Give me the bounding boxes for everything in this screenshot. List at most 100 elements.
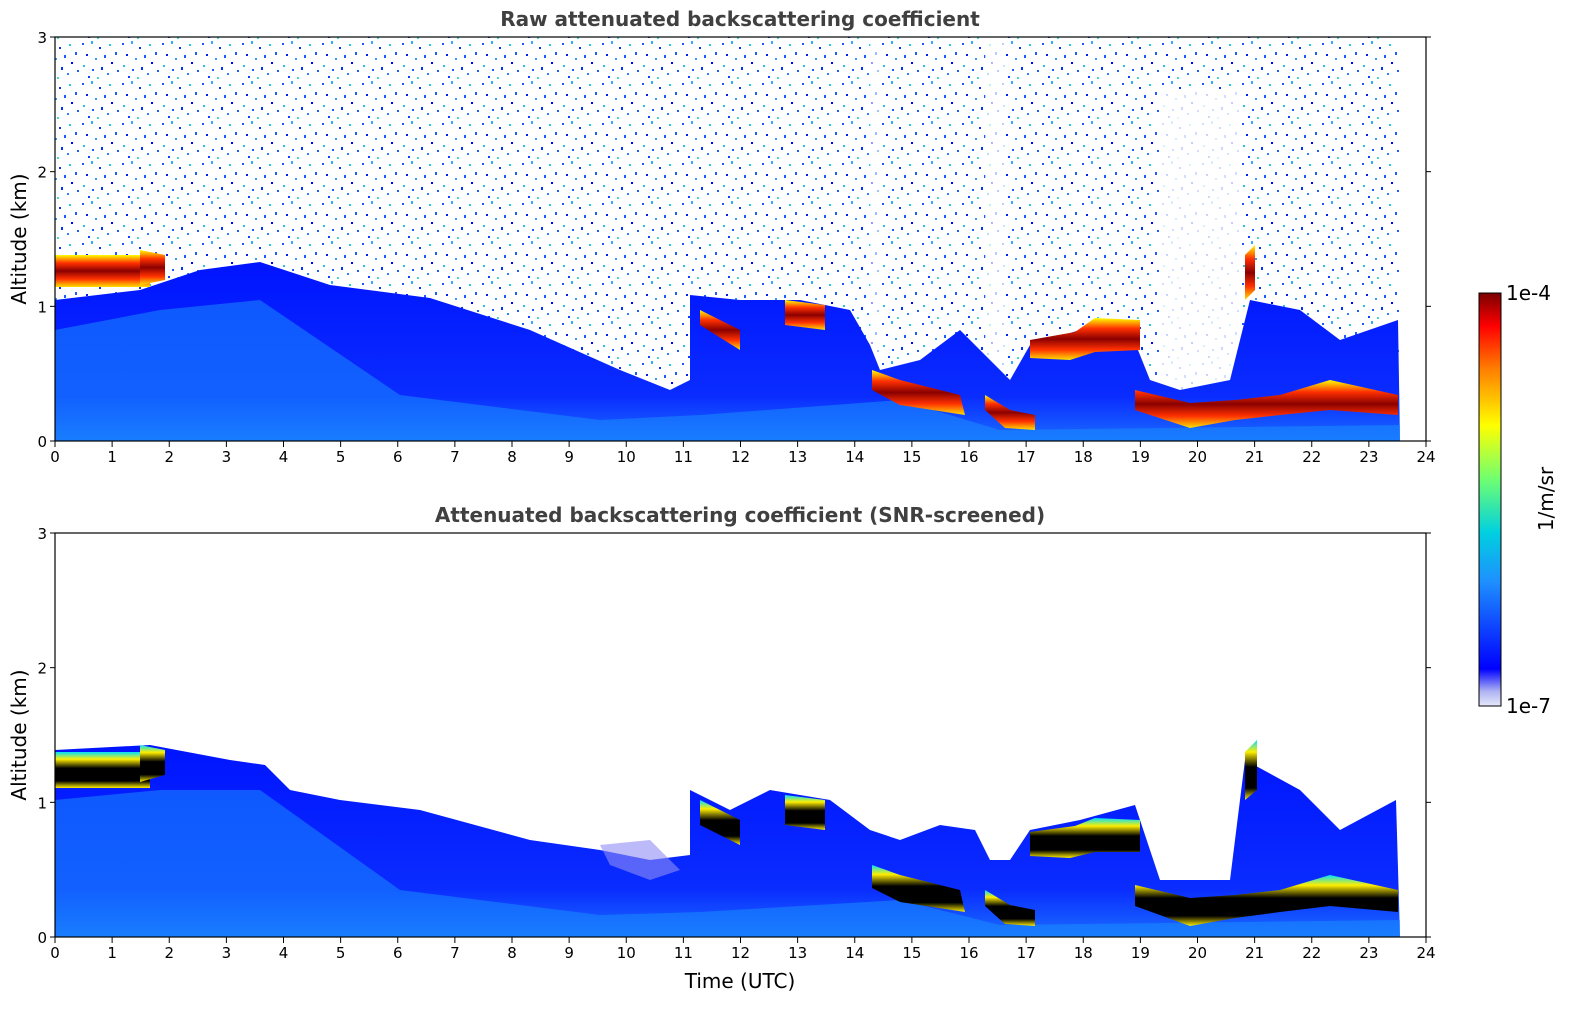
cloud-layer: [1135, 380, 1398, 428]
y-axis-label: Altitude (km): [7, 669, 31, 800]
x-tick-label: 16: [959, 944, 978, 962]
x-tick-label: 0: [50, 944, 60, 962]
x-tick-label: 4: [279, 944, 289, 962]
x-tick-label: 21: [1245, 944, 1264, 962]
aerosol-near-surface: [55, 300, 1400, 441]
colorbar-min-label: 1e-7: [1506, 694, 1551, 718]
x-tick-label: 20: [1188, 944, 1207, 962]
x-tick-label: 7: [450, 944, 460, 962]
cloud-layer: [872, 370, 965, 415]
y-axis-label: Altitude (km): [7, 173, 31, 304]
x-tick-label: 2: [164, 448, 174, 466]
saturated-cloud: [1245, 740, 1257, 800]
snr-screened-panel: Attenuated backscattering coefficient (S…: [7, 503, 1436, 993]
panel-title: Attenuated backscattering coefficient (S…: [435, 503, 1045, 527]
y-tick-label: 3: [37, 525, 47, 543]
colorbar-unit-label: 1/m/sr: [1534, 466, 1558, 531]
x-ticks: 0 1 2 3 4 5 6 7 8 9 10 11 12 13 14 15 16 17 18 19 20 21 22 23 24: [50, 937, 1436, 962]
aerosol-near-surface: [55, 790, 1400, 937]
x-tick-label: 8: [507, 448, 517, 466]
x-tick-label: 16: [959, 448, 978, 466]
noise-gap: [870, 37, 882, 397]
x-tick-label: 4: [279, 448, 289, 466]
x-tick-label: 9: [564, 944, 574, 962]
x-tick-label: 0: [50, 448, 60, 466]
heatmap-area: [55, 740, 1400, 937]
faded-aerosol: [600, 840, 680, 880]
x-tick-label: 14: [845, 448, 864, 466]
x-tick-label: 10: [617, 448, 636, 466]
x-tick-label: 6: [393, 944, 403, 962]
y-tick-label: 0: [37, 929, 47, 947]
x-tick-label: 13: [788, 448, 807, 466]
y-tick-label: 1: [37, 298, 47, 316]
noise-gap: [1160, 90, 1240, 390]
cloud-layer: [785, 300, 825, 330]
x-tick-label: 13: [788, 944, 807, 962]
cloud-layer: [55, 255, 150, 287]
saturated-cloud: [140, 745, 165, 782]
x-tick-label: 18: [1074, 448, 1093, 466]
x-tick-label: 15: [902, 944, 921, 962]
x-axis-label: Time (UTC): [684, 969, 796, 993]
y-tick-label: 2: [37, 660, 47, 678]
x-tick-label: 5: [336, 448, 346, 466]
x-tick-label: 2: [164, 944, 174, 962]
cloud-layer: [700, 310, 740, 350]
x-tick-label: 21: [1245, 448, 1264, 466]
cloud-layer: [140, 250, 165, 285]
x-tick-label: 12: [731, 944, 750, 962]
x-tick-label: 19: [1131, 448, 1150, 466]
saturated-cloud: [1135, 875, 1398, 926]
x-tick-label: 23: [1359, 448, 1378, 466]
x-tick-label: 15: [902, 448, 921, 466]
y-ticks: 0 1 2 3: [37, 525, 1431, 947]
saturated-cloud: [985, 890, 1035, 926]
cloud-layer: [1245, 245, 1255, 300]
x-tick-label: 8: [507, 944, 517, 962]
x-tick-label: 14: [845, 944, 864, 962]
x-tick-label: 7: [450, 448, 460, 466]
colorbar-gradient: [1478, 292, 1502, 707]
x-tick-label: 11: [674, 944, 693, 962]
cloud-layer: [985, 395, 1035, 430]
saturated-cloud: [55, 752, 150, 788]
x-ticks: 0 1 2 3 4 5 6 7 8 9 10 11 12 13 14 15 16 17 18 19 20 21 22 23 24: [50, 441, 1436, 466]
panel-title: Raw attenuated backscattering coefficien…: [500, 7, 980, 31]
saturated-cloud: [785, 795, 825, 830]
x-tick-label: 19: [1131, 944, 1150, 962]
saturated-cloud: [872, 865, 965, 912]
x-tick-label: 1: [107, 448, 117, 466]
colorbar-max-label: 1e-4: [1506, 281, 1551, 305]
raw-backscatter-panel: Raw attenuated backscattering coefficien…: [7, 7, 1436, 466]
noise-gap: [985, 37, 1005, 427]
y-tick-label: 0: [37, 433, 47, 451]
x-tick-label: 24: [1416, 944, 1435, 962]
x-tick-label: 9: [564, 448, 574, 466]
x-tick-label: 22: [1302, 448, 1321, 466]
y-tick-label: 3: [37, 29, 47, 47]
x-tick-label: 6: [393, 448, 403, 466]
x-tick-label: 12: [731, 448, 750, 466]
x-tick-label: 1: [107, 944, 117, 962]
y-ticks: 0 1 2 3: [37, 29, 1431, 451]
heatmap-area: [55, 37, 1401, 441]
saturated-cloud: [1030, 818, 1140, 858]
x-tick-label: 20: [1188, 448, 1207, 466]
cloud-layer: [1030, 318, 1140, 360]
x-tick-label: 5: [336, 944, 346, 962]
x-tick-label: 24: [1416, 448, 1435, 466]
x-tick-label: 18: [1074, 944, 1093, 962]
colorbar: 1e-4 1e-7 1/m/sr: [1478, 281, 1558, 718]
x-tick-label: 17: [1017, 448, 1036, 466]
x-tick-label: 11: [674, 448, 693, 466]
x-tick-label: 22: [1302, 944, 1321, 962]
x-tick-label: 3: [222, 448, 232, 466]
y-tick-label: 1: [37, 794, 47, 812]
y-tick-label: 2: [37, 164, 47, 182]
x-tick-label: 17: [1017, 944, 1036, 962]
x-tick-label: 3: [222, 944, 232, 962]
saturated-cloud: [700, 800, 740, 845]
x-tick-label: 23: [1359, 944, 1378, 962]
